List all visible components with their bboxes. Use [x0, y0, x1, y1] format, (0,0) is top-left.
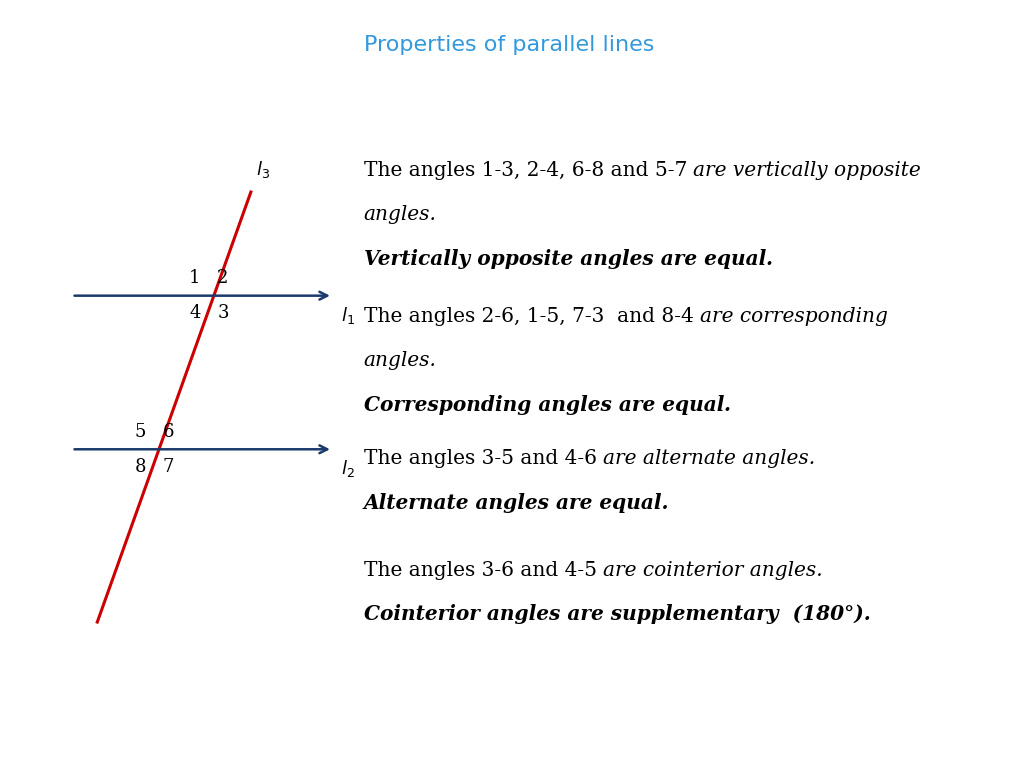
- Text: 6: 6: [162, 422, 174, 441]
- Text: Corresponding angles are equal: Corresponding angles are equal: [364, 395, 724, 415]
- Text: Cointerior angles are supplementary  (180°).: Cointerior angles are supplementary (180…: [364, 604, 870, 624]
- Text: are vertically opposite: are vertically opposite: [693, 161, 921, 180]
- Text: The angles 3-5 and 4-6: The angles 3-5 and 4-6: [364, 449, 603, 468]
- Text: are cointerior angles.: are cointerior angles.: [603, 561, 822, 580]
- Text: $l_1$: $l_1$: [341, 305, 355, 326]
- Text: are corresponding: are corresponding: [699, 307, 888, 326]
- Text: 8: 8: [134, 458, 145, 476]
- Text: angles.: angles.: [364, 205, 436, 224]
- Text: $l_2$: $l_2$: [341, 458, 354, 479]
- Text: Vertically opposite angles are equal: Vertically opposite angles are equal: [364, 249, 766, 269]
- Text: 7: 7: [162, 458, 174, 476]
- Text: 2: 2: [217, 269, 228, 287]
- Text: are alternate angles.: are alternate angles.: [603, 449, 815, 468]
- Text: angles.: angles.: [364, 351, 436, 370]
- Text: .: .: [766, 249, 773, 269]
- Text: The angles 2-6, 1-5, 7-3  and 8-4: The angles 2-6, 1-5, 7-3 and 8-4: [364, 307, 699, 326]
- Text: $l_3$: $l_3$: [256, 160, 270, 180]
- Text: Alternate angles are equal.: Alternate angles are equal.: [364, 493, 669, 513]
- Text: The angles 3-6 and 4-5: The angles 3-6 and 4-5: [364, 561, 603, 580]
- Text: 5: 5: [134, 422, 145, 441]
- Text: The angles 1-3, 2-4, 6-8 and 5-7: The angles 1-3, 2-4, 6-8 and 5-7: [364, 161, 693, 180]
- Text: Properties of parallel lines: Properties of parallel lines: [364, 35, 654, 55]
- Text: 1: 1: [189, 269, 201, 287]
- Text: 3: 3: [217, 304, 228, 323]
- Text: .: .: [724, 395, 731, 415]
- Text: 4: 4: [189, 304, 201, 323]
